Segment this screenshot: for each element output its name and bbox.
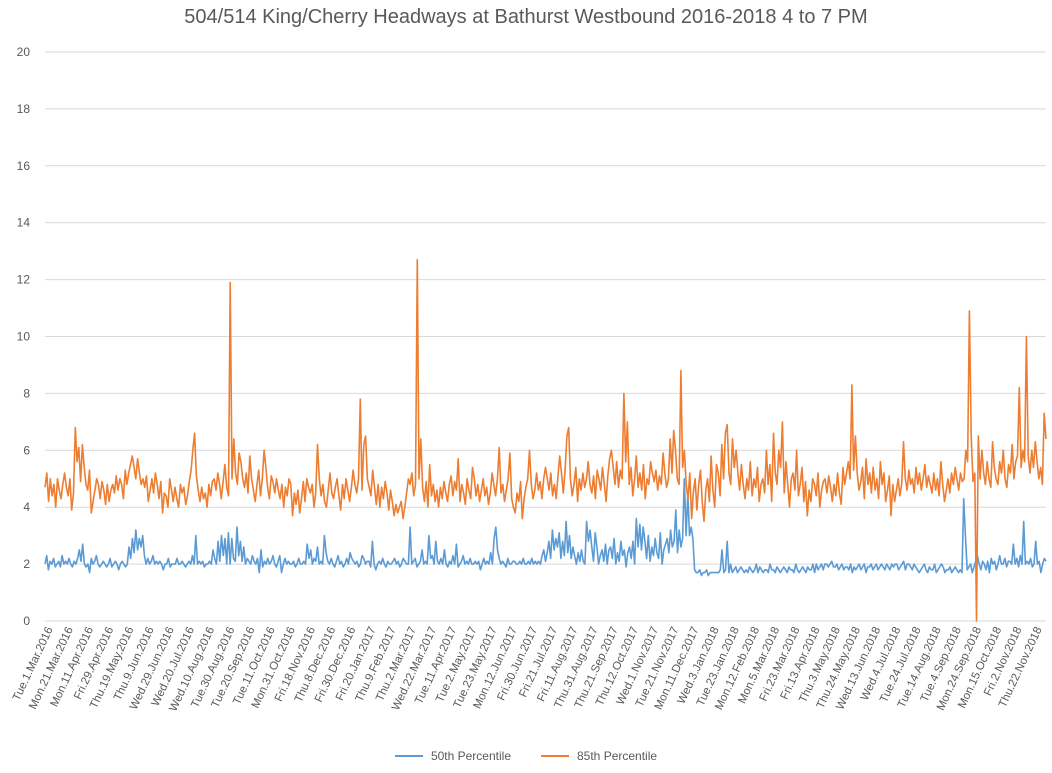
legend: 50th Percentile 85th Percentile xyxy=(0,749,1052,763)
chart-title: 504/514 King/Cherry Headways at Bathurst… xyxy=(184,6,868,28)
series-line-50th xyxy=(44,477,1047,577)
legend-item-85th: 85th Percentile xyxy=(541,749,657,763)
y-tick-label: 20 xyxy=(17,45,31,59)
x-axis-tick-labels: Tue.1.Mar.2016Mon.21.Mar.2016Mon.11.Apr.… xyxy=(11,625,1045,713)
y-axis-tick-labels: 0 2 4 6 8 10 12 14 16 18 20 xyxy=(17,45,31,628)
legend-swatch-50th xyxy=(394,755,423,757)
gridlines xyxy=(45,51,1046,622)
y-tick-label: 0 xyxy=(23,614,30,628)
y-tick-label: 16 xyxy=(17,159,31,173)
y-tick-label: 10 xyxy=(17,330,31,344)
y-tick-label: 2 xyxy=(23,557,30,571)
y-tick-label: 18 xyxy=(17,102,31,116)
legend-swatch-85th xyxy=(541,755,569,757)
series-lines xyxy=(44,258,1047,622)
y-tick-label: 12 xyxy=(17,273,31,287)
y-tick-label: 14 xyxy=(17,216,31,230)
y-tick-label: 6 xyxy=(23,443,30,457)
legend-item-50th: 50th Percentile xyxy=(394,749,511,763)
legend-label-50th: 50th Percentile xyxy=(430,749,511,763)
y-tick-label: 8 xyxy=(23,386,30,400)
series-line-85th xyxy=(44,258,1047,622)
y-tick-label: 4 xyxy=(23,500,30,514)
legend-label-85th: 85th Percentile xyxy=(577,749,658,763)
